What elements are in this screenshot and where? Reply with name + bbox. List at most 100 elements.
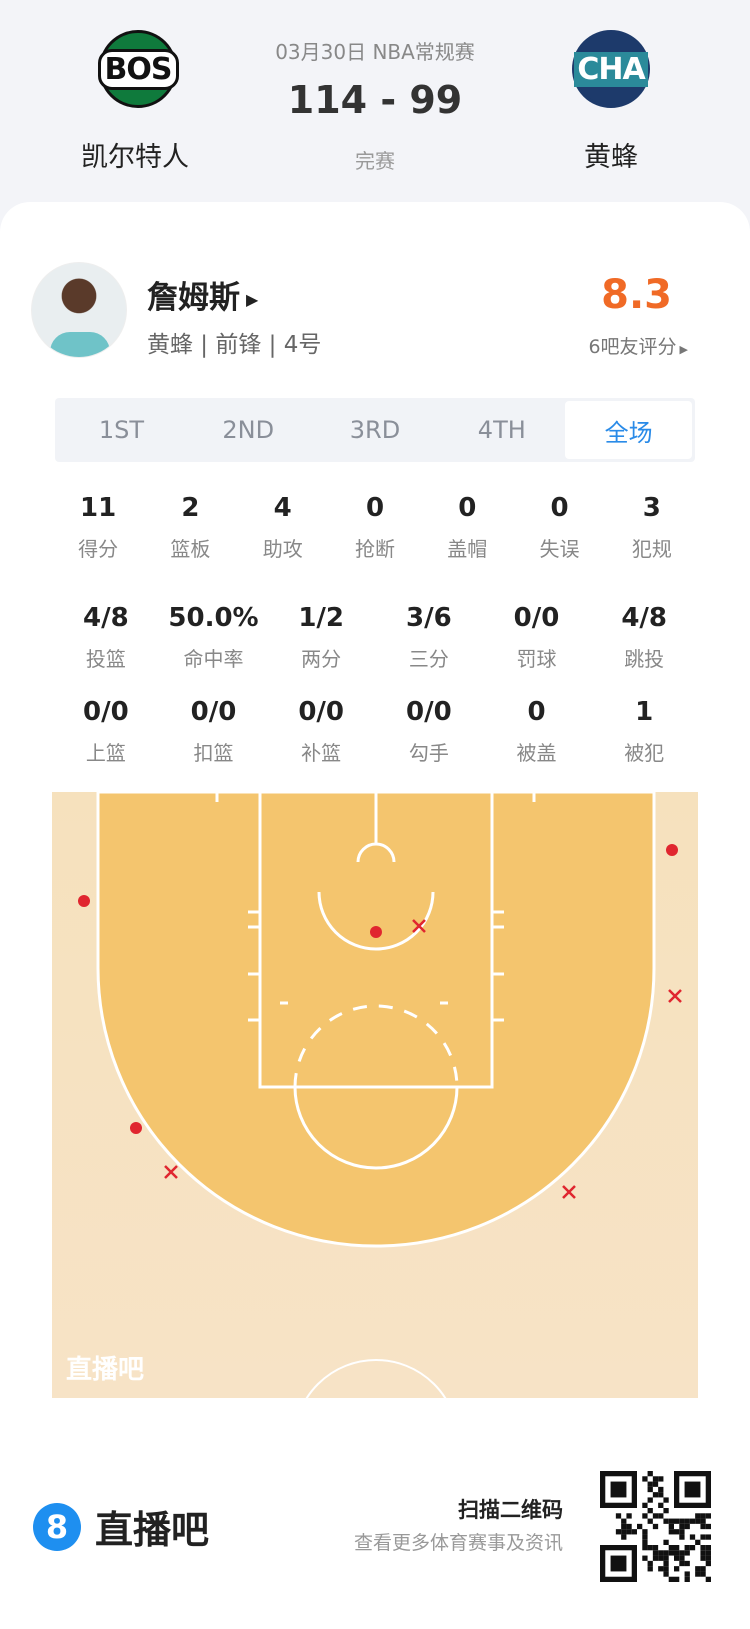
home-abbr: BOS [97,48,179,90]
made-shot-marker [78,895,90,907]
brand-name: 直播吧 [95,1508,210,1552]
stat-label: 被盖 [516,741,557,765]
stat-label: 助攻 [262,537,303,561]
made-shot-marker [370,926,382,938]
away-team-logo[interactable]: CHA [572,30,650,108]
player-name-link[interactable]: 詹姆斯 ▶ [147,272,258,317]
stat-value: 3 [642,493,661,523]
free-throw-circle-top [293,1004,459,1088]
stat-label: 勾手 [408,741,449,765]
stat-label: 抢断 [354,537,395,561]
stat-label: 犯规 [631,537,672,561]
stat-item: 0/0 罚球 [483,603,591,672]
stat-label: 三分 [408,647,449,671]
stat-value: 0/0 [298,697,345,727]
stat-item: 4/8 投篮 [52,603,160,672]
stat-item: 50.0% 命中率 [160,603,268,672]
paint [258,792,494,1089]
stat-value: 0 [365,493,385,523]
tab-2nd[interactable]: 2ND [222,416,275,444]
free-throw-circle-bottom [293,1086,459,1170]
caret-right-icon: ▶ [246,290,259,309]
missed-shot-marker [164,1165,178,1179]
player-avatar[interactable] [31,262,127,358]
tab-1st[interactable]: 1ST [98,416,144,444]
stat-label: 两分 [301,647,342,671]
match-date: 03月30日 NBA常规赛 [275,40,475,64]
home-team-logo[interactable]: BOS [97,30,179,108]
stat-item: 0/0 扣篮 [160,697,268,766]
stat-item: 0 被盖 [483,697,591,766]
stat-item: 4/8 跳投 [590,603,698,672]
brand-icon: 8 [33,1502,81,1551]
center-circle [305,1359,447,1398]
stat-label: 命中率 [183,647,244,671]
stat-value: 50.0% [168,603,259,633]
stat-label: 跳投 [624,647,665,671]
stat-label: 得分 [78,537,119,561]
stat-item: 4 助攻 [237,493,329,562]
stat-value: 1/2 [298,603,345,633]
player-name: 詹姆斯 [147,280,240,316]
away-abbr: CHA [574,51,648,87]
stat-value: 0/0 [190,697,237,727]
missed-shot-marker [668,989,682,1003]
tab-full-game[interactable]: 全场 [565,401,692,459]
restricted-area [317,891,435,951]
tab-3rd[interactable]: 3RD [349,416,401,444]
made-shot-marker [666,844,678,856]
stat-item: 0/0 勾手 [375,697,483,766]
stat-label: 失误 [539,537,580,561]
stat-label: 罚球 [516,647,557,671]
match-score: 114 - 99 [287,78,463,122]
stat-item: 3 犯规 [606,493,698,562]
stat-item: 3/6 三分 [375,603,483,672]
missed-shot-marker [562,1185,576,1199]
stat-item: 0 抢断 [329,493,421,562]
stat-item: 0 失误 [513,493,605,562]
shot-chart: 直播吧 [52,792,698,1398]
match-status: 完赛 [355,149,395,173]
stat-value: 0 [550,493,569,523]
stat-label: 盖帽 [447,537,488,561]
player-info: 黄蜂 | 前锋 | 4号 [147,332,322,358]
court-watermark: 直播吧 [66,1355,144,1385]
qr-code [600,1471,711,1582]
caret-right-icon: ▶ [679,343,688,356]
rating-link[interactable]: 6吧友评分 ▶ [588,332,688,359]
stat-value: 11 [80,493,117,523]
made-shot-marker [130,1122,142,1134]
three-point-area [96,792,656,1248]
stats-row-shot-types: 0/0 上篮 0/0 扣篮 0/0 补篮 0/0 勾手 0 被盖 1 被犯 [52,697,698,766]
away-team-name[interactable]: 黄蜂 [584,142,638,173]
stat-value: 0 [458,493,477,523]
stat-label: 扣篮 [193,741,234,765]
raters-count: 6吧友评分 [588,336,677,358]
brand-logo: 8 直播吧 [33,1499,209,1554]
stat-value: 0 [527,697,546,727]
stat-item: 2 篮板 [144,493,236,562]
hoop [356,842,396,863]
stat-value: 0/0 [513,603,560,633]
player-rating: 8.3 [601,272,672,318]
stat-value: 4/8 [82,603,129,633]
scan-qr-label: 扫描二维码 [458,1498,563,1522]
stat-value: 0/0 [82,697,129,727]
stat-item: 0/0 上篮 [52,697,160,766]
stat-label: 上篮 [85,741,126,765]
promo-text: 查看更多体育赛事及资讯 [353,1532,563,1554]
missed-shot-marker [412,919,426,933]
stat-label: 补篮 [301,741,342,765]
stat-label: 篮板 [170,537,211,561]
stat-item: 1/2 两分 [267,603,375,672]
home-team-name[interactable]: 凯尔特人 [81,142,189,173]
stats-row-shooting: 4/8 投篮 50.0% 命中率 1/2 两分 3/6 三分 0/0 罚球 4/8 跳投 [52,603,698,672]
stat-value: 4 [273,493,292,523]
stat-value: 1 [635,697,654,727]
stat-value: 0/0 [406,697,452,727]
stat-value: 2 [181,493,200,523]
tab-4th[interactable]: 4TH [477,416,526,444]
stat-label: 投篮 [85,647,126,671]
stat-item: 0 盖帽 [421,493,513,562]
stat-item: 0/0 补篮 [267,697,375,766]
